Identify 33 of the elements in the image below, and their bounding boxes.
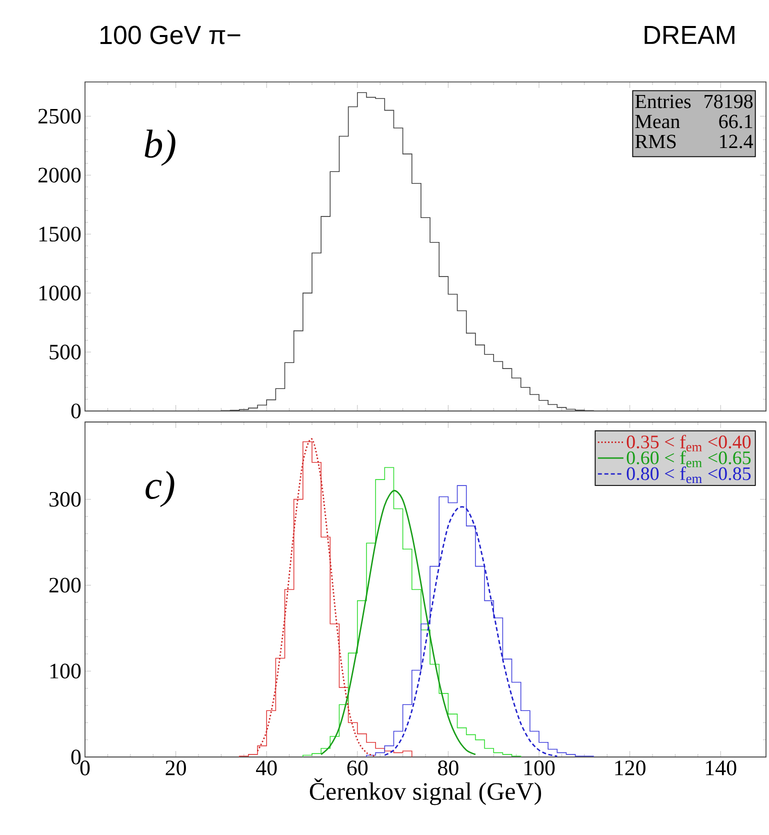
annotation: 12.4 (720, 134, 754, 148)
x-tick-label: 60 (347, 760, 368, 776)
annotation: Mean (635, 114, 680, 128)
annotation: c) (146, 470, 174, 508)
y-tick-label: 2000 (38, 168, 81, 183)
x-tick-label: 40 (256, 760, 277, 776)
y-tick-label: 300 (50, 492, 81, 507)
annotation: RMS (635, 134, 676, 148)
y-tick-label: 100 (50, 664, 81, 679)
annotation: 66.1 (719, 114, 752, 128)
legend-label: 0.80 < f$_{em}$ <0.85 (626, 466, 751, 484)
y-tick-label: 200 (49, 578, 81, 593)
line-series (320, 490, 476, 756)
y-tick-label: 0 (71, 750, 81, 764)
x-tick-label: 140 (706, 760, 736, 776)
annotation: 78198 (704, 94, 753, 108)
annotation: Entries (635, 94, 691, 108)
legend-label: 0.60 < f$_{em}$ <0.65 (626, 450, 751, 468)
y-tick-label: 500 (50, 344, 81, 360)
legend-label: 0.35 < f$_{em}$ <0.40 (626, 434, 751, 452)
chart-title: 100 GeV π− (100, 26, 240, 44)
chart-subtitle: DREAM (644, 26, 734, 44)
x-tick-label: 120 (615, 760, 646, 776)
annotation: b) (144, 130, 176, 166)
x-axis-title: Čerenkov signal (GeV) (310, 778, 542, 806)
x-tick-label: 80 (438, 760, 458, 776)
y-tick-label: 1000 (39, 286, 81, 300)
y-tick-label: 2500 (38, 108, 81, 124)
line-series (256, 438, 376, 757)
x-tick-label: 20 (166, 760, 186, 776)
y-tick-label: 1500 (39, 226, 81, 242)
x-tick-label: 100 (524, 760, 555, 776)
y-tick-label: 0 (71, 404, 81, 418)
